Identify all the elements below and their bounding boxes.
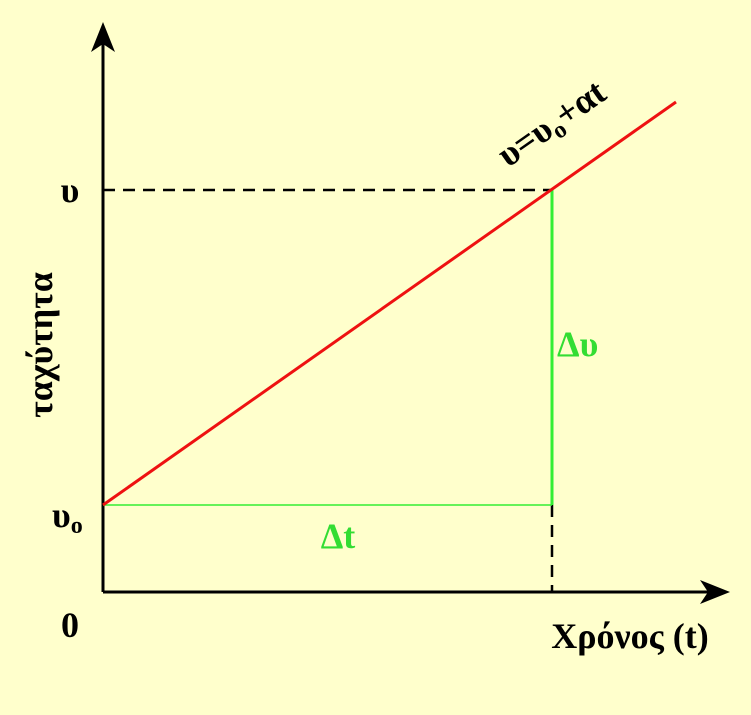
y-arrow	[91, 22, 115, 52]
velocity-line	[102, 100, 677, 507]
x-axis-label: Χρόνος (t)	[551, 616, 709, 656]
y-axis-label: ταχύτητα	[20, 272, 60, 418]
v0-subscript: o	[71, 513, 83, 539]
origin-label: 0	[61, 605, 79, 645]
delta-t-label: Δt	[321, 516, 356, 556]
v-label: υ	[61, 170, 80, 210]
v0-label: υo	[52, 495, 83, 539]
v0-symbol: υ	[52, 495, 71, 535]
x-arrow	[700, 580, 730, 604]
delta-v-label: Δυ	[557, 324, 598, 364]
